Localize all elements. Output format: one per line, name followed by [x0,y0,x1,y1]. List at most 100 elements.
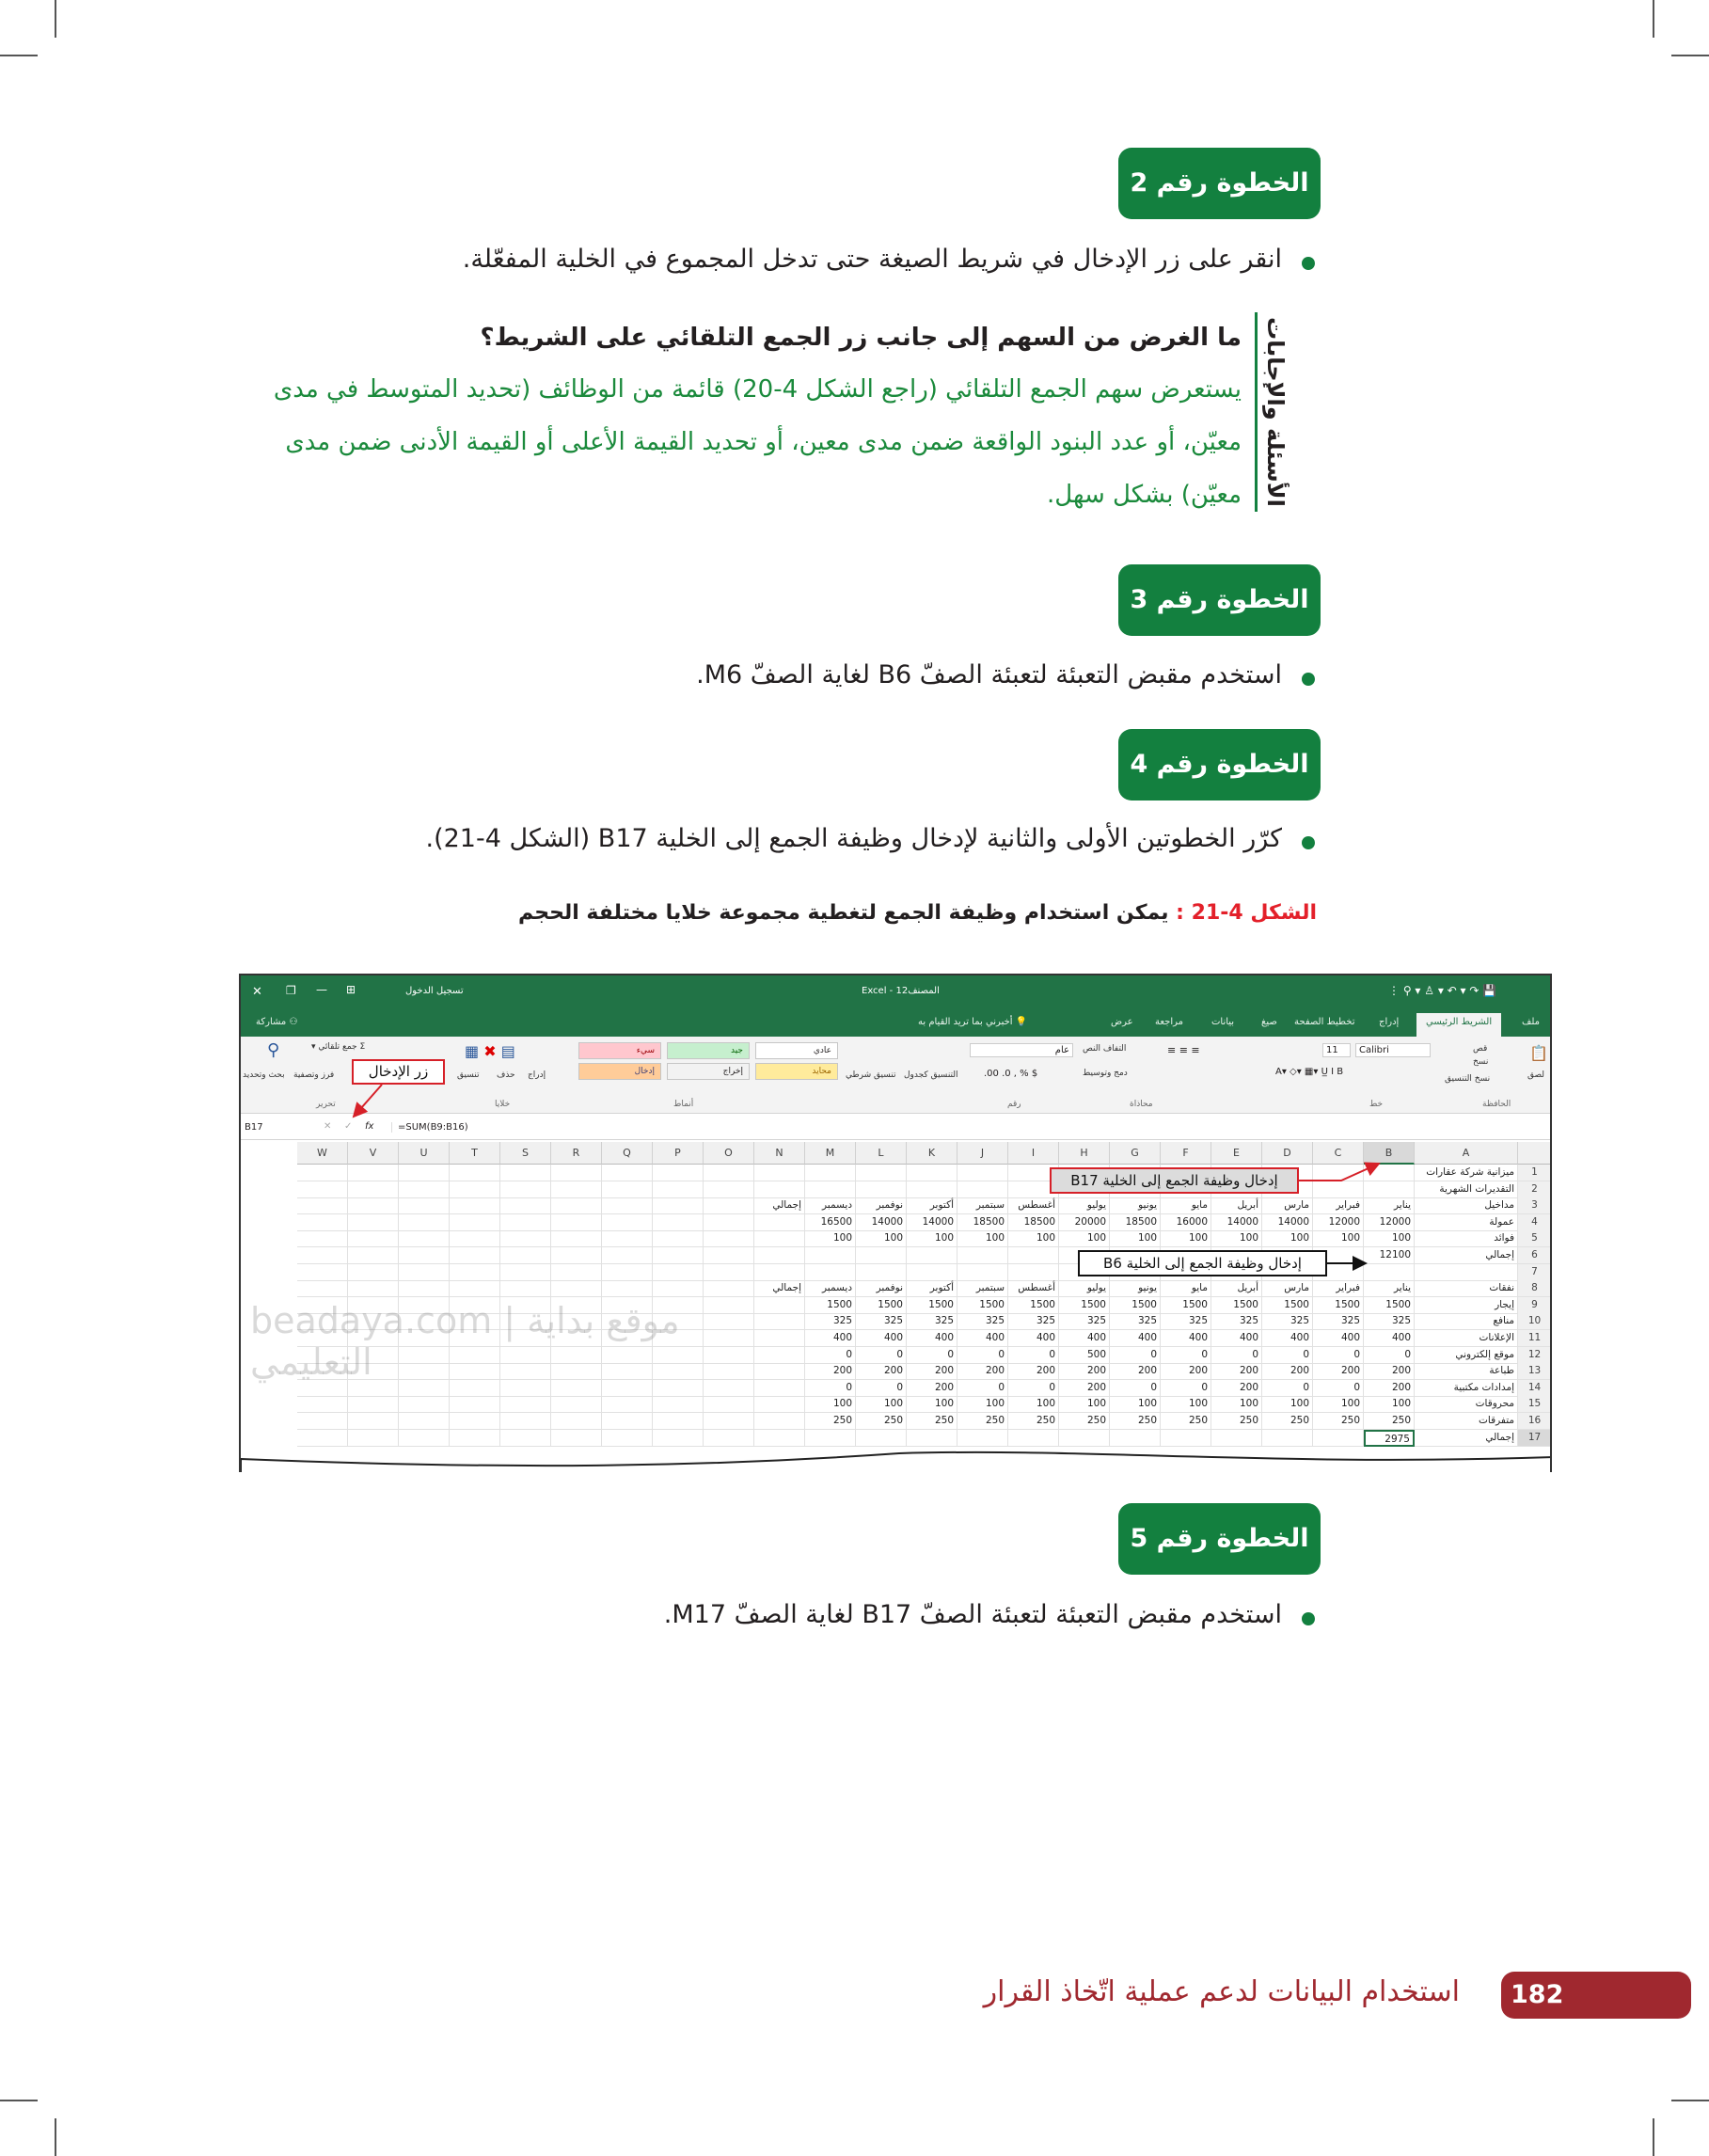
row-header[interactable]: 2 [1518,1181,1550,1198]
column-header-M[interactable]: M [805,1142,856,1165]
cell-U7[interactable] [399,1263,450,1281]
cell-J4[interactable]: 18500 [957,1213,1008,1231]
cell-K14[interactable]: 200 [907,1379,957,1397]
cell-D14[interactable]: 0 [1262,1379,1313,1397]
cell-B11[interactable]: 400 [1364,1330,1415,1347]
cell-A4[interactable]: عمولة [1415,1213,1518,1231]
cell-J8[interactable]: سبتمبر [957,1280,1008,1298]
cell-H8[interactable]: يوليو [1059,1280,1110,1298]
cell-P2[interactable] [653,1181,704,1198]
cell-A15[interactable]: محروقات [1415,1396,1518,1414]
cell-F11[interactable]: 400 [1161,1330,1211,1347]
cell-I9[interactable]: 1500 [1008,1296,1059,1314]
cell-L6[interactable] [856,1247,907,1264]
cell-P7[interactable] [653,1263,704,1281]
cell-D2[interactable] [1262,1181,1313,1198]
cell-R13[interactable] [551,1363,602,1381]
cell-S10[interactable] [500,1313,551,1331]
column-header-K[interactable]: K [907,1142,957,1165]
cell-T1[interactable] [450,1165,500,1181]
cell-W3[interactable] [297,1197,348,1215]
cell-A5[interactable]: فوائد [1415,1230,1518,1248]
cell-F16[interactable]: 250 [1161,1413,1211,1430]
cell-U2[interactable] [399,1181,450,1198]
cell-O6[interactable] [704,1247,754,1264]
cell-J13[interactable]: 200 [957,1363,1008,1381]
paste-button[interactable]: 📋 [1529,1044,1548,1062]
cell-T6[interactable] [450,1247,500,1264]
cell-Q2[interactable] [602,1181,653,1198]
cell-O16[interactable] [704,1413,754,1430]
cell-C9[interactable]: 1500 [1313,1296,1364,1314]
cell-E12[interactable]: 0 [1211,1346,1262,1364]
conditional-formatting-button[interactable]: تنسيق شرطي [846,1070,896,1080]
cell-R4[interactable] [551,1213,602,1231]
cell-O10[interactable] [704,1313,754,1331]
column-header-R[interactable]: R [551,1142,602,1165]
cell-F13[interactable]: 200 [1161,1363,1211,1381]
cell-S14[interactable] [500,1379,551,1397]
format-painter-button[interactable]: نسخ التنسيق [1445,1074,1491,1084]
cell-T4[interactable] [450,1213,500,1231]
cell-D5[interactable]: 100 [1262,1230,1313,1248]
cell-O5[interactable] [704,1230,754,1248]
cell-Q8[interactable] [602,1280,653,1298]
cell-A10[interactable]: منافع [1415,1313,1518,1331]
cell-I16[interactable]: 250 [1008,1413,1059,1430]
ribbon-display-icon[interactable]: ⊞ [346,983,356,996]
cell-I13[interactable]: 200 [1008,1363,1059,1381]
cell-O1[interactable] [704,1165,754,1181]
cell-I14[interactable]: 0 [1008,1379,1059,1397]
cell-D15[interactable]: 100 [1262,1396,1313,1414]
insert-cells-button[interactable]: إدراج [528,1070,546,1080]
cell-T5[interactable] [450,1230,500,1248]
cell-T2[interactable] [450,1181,500,1198]
cell-B15[interactable]: 100 [1364,1396,1415,1414]
column-header-T[interactable]: T [450,1142,500,1165]
cell-M12[interactable]: 0 [805,1346,856,1364]
cell-R5[interactable] [551,1230,602,1248]
cell-O13[interactable] [704,1363,754,1381]
close-icon[interactable]: ✕ [252,985,262,999]
cell-I17[interactable] [1008,1429,1059,1447]
cell-B10[interactable]: 325 [1364,1313,1415,1331]
cell-B5[interactable]: 100 [1364,1230,1415,1248]
cell-I8[interactable]: أغسطس [1008,1280,1059,1298]
cell-T12[interactable] [450,1346,500,1364]
cell-I7[interactable] [1008,1263,1059,1281]
cell-J3[interactable]: سبتمبر [957,1197,1008,1215]
cell-A3[interactable]: مداخيل [1415,1197,1518,1215]
minimize-icon[interactable]: — [316,983,327,996]
cell-K9[interactable]: 1500 [907,1296,957,1314]
cell-T9[interactable] [450,1296,500,1314]
cell-A8[interactable]: نفقات [1415,1280,1518,1298]
cell-T7[interactable] [450,1263,500,1281]
cell-U3[interactable] [399,1197,450,1215]
autosum-button[interactable]: Σ جمع تلقائي ▾ [311,1042,366,1052]
column-header-S[interactable]: S [500,1142,551,1165]
style-good[interactable]: جيد [667,1042,750,1059]
cell-W14[interactable] [297,1379,348,1397]
cell-P5[interactable] [653,1230,704,1248]
column-header-U[interactable]: U [399,1142,450,1165]
cell-J17[interactable] [957,1429,1008,1447]
cell-T16[interactable] [450,1413,500,1430]
cell-J15[interactable]: 100 [957,1396,1008,1414]
cell-D12[interactable]: 0 [1262,1346,1313,1364]
cell-O2[interactable] [704,1181,754,1198]
cell-V5[interactable] [348,1230,399,1248]
cell-S5[interactable] [500,1230,551,1248]
cell-I4[interactable]: 18500 [1008,1213,1059,1231]
cell-V6[interactable] [348,1247,399,1264]
cell-N17[interactable] [754,1429,805,1447]
tab-formulas[interactable]: صيغ [1261,1017,1277,1027]
cell-J5[interactable]: 100 [957,1230,1008,1248]
cell-G8[interactable]: يونيو [1110,1280,1161,1298]
cell-B6[interactable]: 12100 [1364,1247,1415,1264]
cell-C15[interactable]: 100 [1313,1396,1364,1414]
cell-F15[interactable]: 100 [1161,1396,1211,1414]
cell-F17[interactable] [1161,1429,1211,1447]
cell-R14[interactable] [551,1379,602,1397]
cell-U10[interactable] [399,1313,450,1331]
cell-P12[interactable] [653,1346,704,1364]
